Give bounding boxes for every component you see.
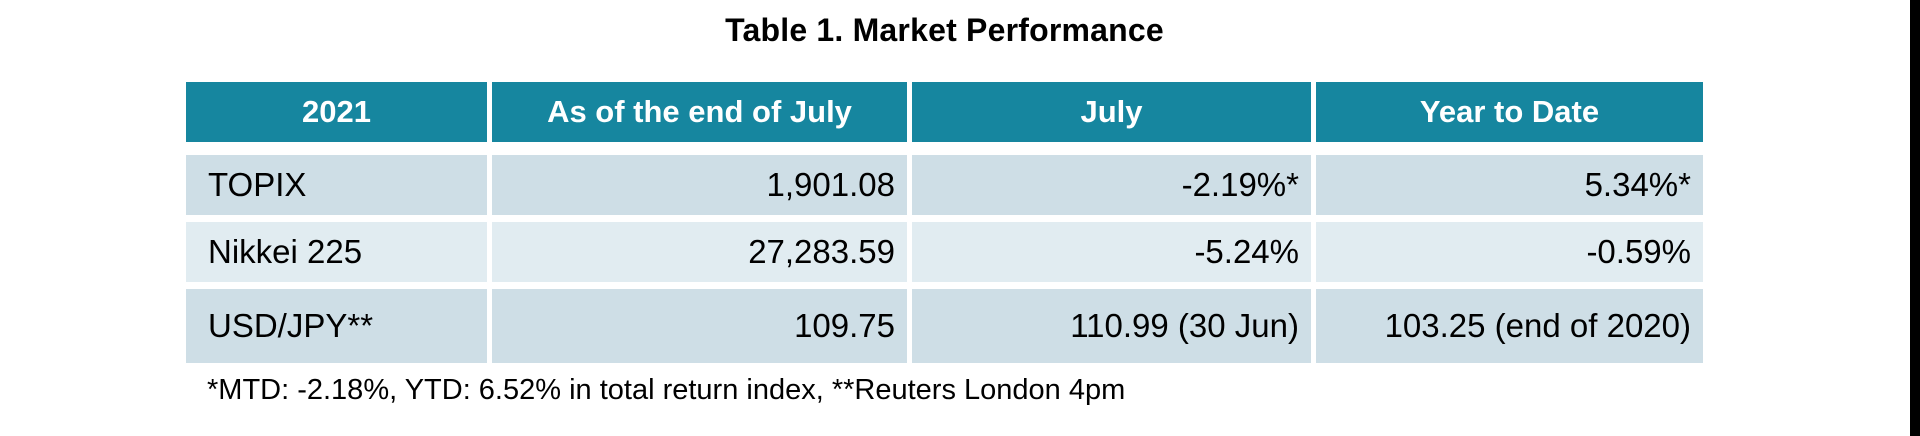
cell-end-of-july-value: 109.75 (492, 289, 907, 363)
cell-ytd-value: -0.59% (1316, 222, 1703, 282)
row-label: Nikkei 225 (186, 222, 487, 282)
cell-july-value: -5.24% (912, 222, 1311, 282)
header-cell-year: 2021 (186, 82, 487, 142)
cell-end-of-july-value: 27,283.59 (492, 222, 907, 282)
cell-ytd-value: 5.34%* (1316, 155, 1703, 215)
table-header-row: 2021 As of the end of July July Year to … (186, 82, 1703, 142)
row-label: USD/JPY** (186, 289, 487, 363)
table-row-nikkei-225: Nikkei 225 27,283.59 -5.24% -0.59% (186, 222, 1703, 282)
row-label: TOPIX (186, 155, 487, 215)
screenshot-right-edge-bar (1910, 0, 1920, 436)
header-cell-july: July (912, 82, 1311, 142)
cell-july-value: 110.99 (30 Jun) (912, 289, 1311, 363)
table-row-topix: TOPIX 1,901.08 -2.19%* 5.34%* (186, 155, 1703, 215)
cell-ytd-value: 103.25 (end of 2020) (1316, 289, 1703, 363)
table-footnote: *MTD: -2.18%, YTD: 6.52% in total return… (207, 374, 1126, 406)
header-cell-end-of-july: As of the end of July (492, 82, 907, 142)
header-cell-year-to-date: Year to Date (1316, 82, 1703, 142)
table-row-usd-jpy: USD/JPY** 109.75 110.99 (30 Jun) 103.25 … (186, 289, 1703, 363)
cell-end-of-july-value: 1,901.08 (492, 155, 907, 215)
cell-july-value: -2.19%* (912, 155, 1311, 215)
table-title: Table 1. Market Performance (725, 12, 1164, 48)
market-performance-table: 2021 As of the end of July July Year to … (186, 82, 1703, 363)
